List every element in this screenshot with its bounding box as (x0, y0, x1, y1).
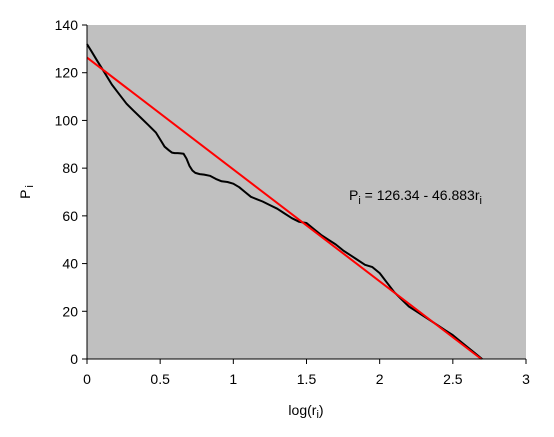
plot-area (87, 25, 526, 359)
x-axis-title: log(ri) (288, 402, 323, 421)
y-tick-label: 140 (55, 17, 79, 33)
ticks-layer: 0 0.5 1 1.5 2 2.5 3 0 20 40 60 80 100 120 140 (55, 17, 530, 387)
x-tick-label: 0 (83, 371, 91, 387)
x-tick-label: 3 (522, 371, 530, 387)
regression-equation: Pi = 126.34 - 46.883ri (349, 187, 482, 207)
fit-line (86, 56, 482, 360)
y-tick-label: 0 (70, 351, 78, 367)
x-tick-label: 2 (376, 371, 384, 387)
x-tick-label: 1.5 (297, 371, 317, 387)
x-tick-label: 2.5 (443, 371, 463, 387)
y-axis-title: Pi (17, 185, 36, 199)
y-tick-label: 60 (62, 208, 78, 224)
y-tick-label: 40 (62, 256, 78, 272)
x-tick-label: 1 (229, 371, 237, 387)
series-layer (86, 43, 483, 360)
data-line (86, 43, 483, 360)
y-tick-label: 20 (62, 303, 78, 319)
y-tick-label: 120 (55, 65, 79, 81)
x-tick-label: 0.5 (150, 371, 170, 387)
y-tick-label: 80 (62, 160, 78, 176)
y-tick-label: 100 (55, 112, 79, 128)
